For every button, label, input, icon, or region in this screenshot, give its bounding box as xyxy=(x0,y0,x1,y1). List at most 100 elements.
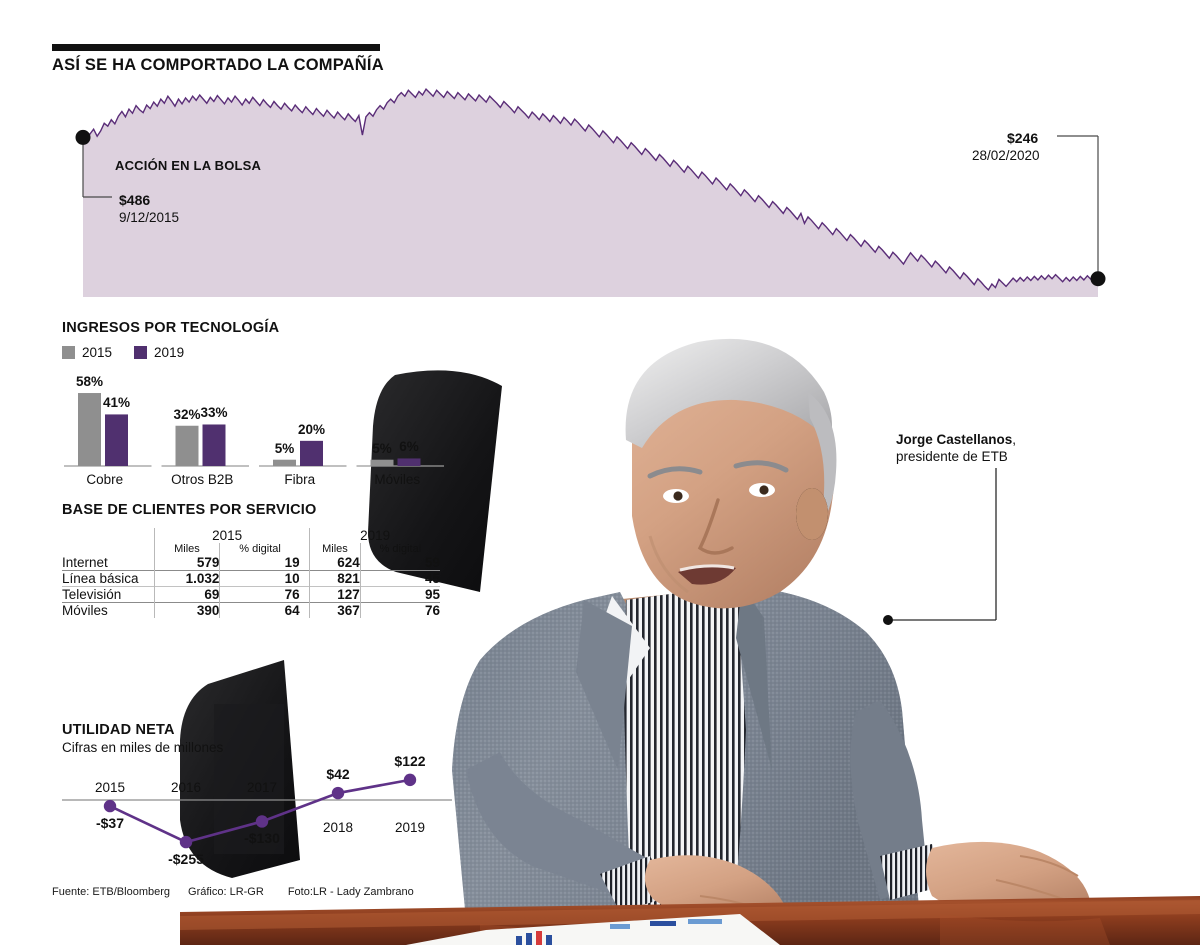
table-row: Internet 579 19 624 59 xyxy=(62,555,440,571)
revenue-bars-svg xyxy=(64,393,444,467)
sleeve-left xyxy=(466,752,650,896)
group-header-2015: 2015 xyxy=(153,528,300,543)
stock-chart-svg xyxy=(75,87,1106,298)
legend-item-2015: 2015 xyxy=(62,345,112,360)
credits-line: Fuente: ETB/Bloomberg Gráfico: LR-GR Fot… xyxy=(52,886,414,898)
profit-value-label-2019: $122 xyxy=(394,752,426,769)
bar-2019-cobre xyxy=(105,414,128,466)
cell-internet-miles-2015: 579 xyxy=(153,555,220,571)
cell-moviles-digital-2019: 76 xyxy=(359,602,440,618)
revenue-legend: 2015 2019 xyxy=(62,345,184,360)
cell-linea-digital-2015: 10 xyxy=(219,570,300,587)
desk-edge-highlight xyxy=(180,900,1200,930)
cell-moviles-miles-2015: 390 xyxy=(153,602,220,618)
caption-callout-line xyxy=(883,468,997,625)
eyebrow-right xyxy=(733,460,789,473)
jacket-lapel-right xyxy=(736,586,772,770)
bar-value-2015-3: 5% xyxy=(372,440,392,456)
stock-chart-label: ACCIÓN EN LA BOLSA xyxy=(115,158,262,173)
legend-swatch-2015 xyxy=(62,346,75,359)
cell-internet-digital-2019: 59 xyxy=(359,555,440,571)
ear-shape xyxy=(796,488,828,540)
cell-tv-miles-2019: 127 xyxy=(309,586,361,603)
profit-point-2017 xyxy=(255,815,269,828)
hand-right-crease-1 xyxy=(1019,855,1079,877)
caption-name-comma: , xyxy=(1012,432,1017,447)
table-row: Televisión 69 76 127 95 xyxy=(62,586,440,603)
sub-header-digital-2019: % digital xyxy=(359,543,440,555)
table-group-header-row: 2015 2019 xyxy=(62,528,440,543)
start-point-marker xyxy=(75,129,91,145)
bar-category-label-3: Móviles xyxy=(374,472,421,487)
cell-internet-digital-2015: 19 xyxy=(219,555,300,571)
desk-document xyxy=(406,914,780,945)
profit-line-svg xyxy=(62,773,452,849)
bar-2015-móviles xyxy=(370,459,394,466)
profit-section-title: UTILIDAD NETA xyxy=(62,722,175,738)
title-rule xyxy=(52,44,380,51)
profit-year-label-2016: 2016 xyxy=(170,780,202,795)
eye-left-pupil xyxy=(673,491,683,501)
chair-mesh-panel xyxy=(214,704,284,854)
legend-label-2019: 2019 xyxy=(154,345,185,360)
bar-2015-otros-b2b xyxy=(175,425,199,466)
page-title: ASÍ SE HA COMPORTADO LA COMPAÑÍA xyxy=(52,56,384,74)
table-row: Línea básica 1.032 10 821 45 xyxy=(62,570,440,587)
desk-document-chart xyxy=(516,919,722,945)
bar-category-label-0: Cobre xyxy=(86,472,124,487)
bar-2015-cobre xyxy=(78,393,101,466)
credit-photo: Foto:LR - Lady Zambrano xyxy=(287,886,414,898)
caption-person-role: presidente de ETB xyxy=(896,449,1008,464)
profit-value-label-2016: -$255 xyxy=(168,851,204,868)
cell-linea-digital-2019: 45 xyxy=(359,570,440,587)
eyebrow-left xyxy=(647,466,703,479)
profit-point-2015 xyxy=(103,799,117,813)
caption-name-bold: Jorge Castellanos xyxy=(896,432,1013,447)
table-row: Móviles 390 64 367 76 xyxy=(62,602,440,618)
stock-line-path xyxy=(82,87,1099,292)
profit-point-2018 xyxy=(331,786,345,800)
hair xyxy=(625,338,832,448)
legend-swatch-2019 xyxy=(134,346,148,359)
credit-source: Fuente: ETB/Bloomberg xyxy=(52,886,171,898)
cell-moviles-digital-2015: 64 xyxy=(219,602,300,618)
clients-section-title: BASE DE CLIENTES POR SERVICIO xyxy=(62,502,317,518)
row-label-internet: Internet xyxy=(62,555,108,570)
profit-line-chart: 2015 2016 2017 2018 2019 -$37 -$255 -$130 $42 $12… xyxy=(62,753,452,878)
bar-2015-fibra xyxy=(273,459,296,466)
bar-2019-otros-b2b xyxy=(202,424,226,466)
bar-2019-móviles xyxy=(397,458,421,466)
striped-shirt xyxy=(624,586,746,920)
stock-start-date: 9/12/2015 xyxy=(119,210,180,225)
hand-right-crease-2 xyxy=(995,879,1067,901)
cheek-line xyxy=(648,535,689,594)
profit-year-label-2017: 2017 xyxy=(246,780,278,795)
hair-side xyxy=(808,392,837,526)
stock-start-value: $486 xyxy=(119,192,151,208)
revenue-section-title: INGRESOS POR TECNOLOGÍA xyxy=(62,320,280,336)
profit-value-label-2017: -$130 xyxy=(244,830,280,847)
bar-value-2019-2: 20% xyxy=(297,421,326,437)
legend-item-2019: 2019 xyxy=(134,345,184,360)
profit-point-2019 xyxy=(403,773,417,787)
profit-value-label-2015: -$37 xyxy=(95,815,125,832)
stock-end-date: 28/02/2020 xyxy=(972,148,1040,163)
nose xyxy=(697,498,734,555)
revenue-bar-chart: 58% 41% Cobre 32% 33% Otros B2B 5% 20% Fibra 5% 6%… xyxy=(62,368,452,488)
row-label-television: Televisión xyxy=(62,586,154,603)
bar-value-2019-1: 33% xyxy=(200,405,228,421)
portrait-photo-svg xyxy=(180,338,1200,945)
cell-linea-miles-2015: 1.032 xyxy=(153,570,220,587)
bar-value-2015-1: 32% xyxy=(173,406,201,422)
clients-table: 2015 2019 Miles % digital Miles % digita… xyxy=(62,528,440,618)
cell-moviles-miles-2019: 367 xyxy=(309,602,361,618)
jacket-lapel-left xyxy=(576,600,632,770)
group-header-2019: 2019 xyxy=(309,528,440,543)
bar-value-2015-2: 5% xyxy=(274,440,295,456)
profit-year-label-2018: 2018 xyxy=(322,820,354,835)
profit-year-label-2015: 2015 xyxy=(94,780,126,795)
profit-section-subtitle: Cifras en miles de millones xyxy=(62,740,224,755)
profit-year-label-2019: 2019 xyxy=(394,820,426,835)
stock-area-chart xyxy=(0,75,1200,310)
bar-value-2015-0: 58% xyxy=(75,374,104,390)
